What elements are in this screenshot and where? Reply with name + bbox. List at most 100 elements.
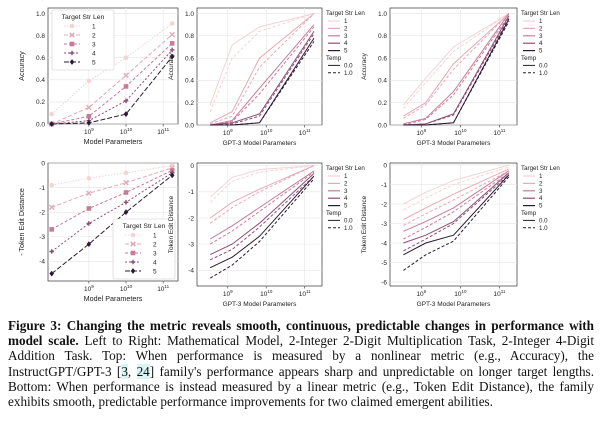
series-line-5-temp-0.0	[209, 175, 315, 269]
series-line-2-temp-0.0	[209, 165, 315, 219]
legend-marker-3	[130, 250, 136, 256]
series-line-1-temp-1.0	[209, 165, 315, 203]
y-tick-label: -2	[381, 201, 387, 208]
data-point-5	[123, 209, 129, 216]
series-line-1-temp-0.0	[209, 13, 315, 106]
legend-entry-5: 5	[344, 203, 348, 210]
data-point-2	[123, 72, 129, 79]
data-point-4	[49, 249, 55, 254]
series-line-5-temp-0.0	[403, 174, 510, 256]
legend-temp-entry-0.0: 0.0	[539, 62, 548, 69]
legend-entry-3: 3	[344, 188, 348, 195]
data-point-3	[169, 168, 175, 173]
series-line-5	[51, 56, 173, 125]
caption-bold-text: Changing the metric reveals smooth, cont…	[8, 318, 594, 349]
caption-text-after-citation: family's performance appears sharp and u…	[8, 363, 594, 410]
data-point-1	[49, 111, 55, 117]
legend-temp-entry-1.0: 1.0	[539, 225, 548, 232]
citation-link-3[interactable]: 3	[121, 363, 128, 379]
x-tick-label: 1011	[299, 289, 311, 298]
series-line-3-temp-1.0	[210, 26, 315, 126]
series-line-3-temp-0.0	[403, 170, 510, 232]
series-line-5-temp-1.0	[210, 41, 315, 126]
data-point-5	[123, 111, 129, 117]
x-axis-label: GPT-3 Model Parameters	[417, 301, 491, 308]
data-point-2	[86, 190, 92, 197]
plot-area-frame	[389, 162, 518, 287]
y-tick-label: -3	[39, 234, 45, 241]
series-line-5-temp-1.0	[209, 178, 315, 279]
data-point-1	[49, 182, 55, 188]
legend-marker-5	[69, 59, 75, 65]
y-tick-label: -4	[381, 240, 387, 247]
series-line-2	[51, 167, 173, 208]
legend-entry-3: 3	[344, 33, 348, 40]
y-axis-label: Token Edit Distance	[361, 195, 368, 253]
citation-close-bracket: ]	[149, 363, 155, 379]
series-line-4-temp-1.0	[403, 17, 510, 126]
x-tick-label: 1011	[493, 128, 505, 137]
legend-entry-4: 4	[153, 260, 157, 267]
series-line-5-temp-1.0	[403, 176, 510, 271]
data-point-1	[86, 78, 92, 84]
figure-caption: Figure 3: Changing the metric reveals sm…	[8, 318, 594, 409]
x-tick-label: 109	[223, 289, 233, 298]
data-point-3	[86, 206, 92, 211]
y-axis-label: Token Edit Distance	[168, 195, 175, 253]
series-line-1	[51, 23, 173, 115]
data-point-1	[123, 55, 129, 61]
x-tick-label: 1011	[299, 128, 311, 137]
x-axis-label: Model Parameters	[84, 137, 143, 146]
x-tick-label: 1011	[157, 284, 169, 293]
legend-title: Target Str Len	[123, 223, 166, 230]
legend-marker-3	[69, 41, 75, 47]
y-tick-label: -1	[39, 185, 45, 192]
legend-entry-5: 5	[153, 269, 157, 276]
y-tick-label: 0	[383, 162, 387, 169]
legend-temp-title: Temp	[326, 55, 342, 62]
data-point-3	[123, 190, 129, 195]
data-point-3	[123, 84, 129, 89]
data-point-5	[49, 270, 55, 277]
legend-entry-5: 5	[92, 60, 96, 67]
y-tick-label: 0.2	[378, 100, 387, 107]
legend-entry-2: 2	[344, 25, 348, 32]
legend-temp-entry-0.0: 0.0	[344, 217, 353, 224]
data-point-1	[86, 175, 92, 181]
series-line-4-temp-0.0	[209, 173, 315, 256]
legend-entry-2: 2	[92, 33, 96, 40]
series-line-2-temp-1.0	[403, 170, 510, 226]
legend-entry-4: 4	[344, 195, 348, 202]
series-line-1-temp-1.0	[403, 166, 510, 211]
series-line-5	[51, 174, 173, 274]
legend-temp-entry-0.0: 0.0	[344, 62, 353, 69]
series-line-1-temp-1.0	[209, 13, 315, 112]
series-line-2-temp-1.0	[209, 165, 315, 224]
legend-temp-entry-1.0: 1.0	[344, 225, 353, 232]
legend-title: Target Str Len	[62, 14, 105, 21]
legend-entry-5: 5	[539, 203, 543, 210]
legend-title: Target Str Len	[326, 10, 365, 17]
caption-label: Figure 3:	[8, 318, 62, 333]
x-tick-label: 109	[416, 128, 426, 137]
legend-marker-2	[130, 241, 136, 247]
x-tick-label: 1011	[157, 127, 169, 136]
legend-entry-1: 1	[344, 18, 348, 25]
x-tick-label: 1010	[260, 128, 273, 137]
y-tick-label: 0.0	[185, 122, 194, 129]
legend-marker-4	[130, 259, 136, 265]
citation-link-24[interactable]: 24	[136, 363, 150, 379]
x-tick-label: 1010	[454, 289, 467, 298]
y-tick-label: 0.6	[185, 55, 194, 62]
legend-entry-2: 2	[344, 180, 348, 187]
x-tick-label: 1010	[120, 284, 133, 293]
legend-entry-1: 1	[153, 233, 157, 240]
legend-entry-1: 1	[92, 24, 96, 31]
y-tick-label: 0.6	[378, 55, 387, 62]
x-tick-label: 109	[223, 128, 233, 137]
legend-box	[112, 218, 176, 280]
y-tick-label: -2	[39, 209, 45, 216]
